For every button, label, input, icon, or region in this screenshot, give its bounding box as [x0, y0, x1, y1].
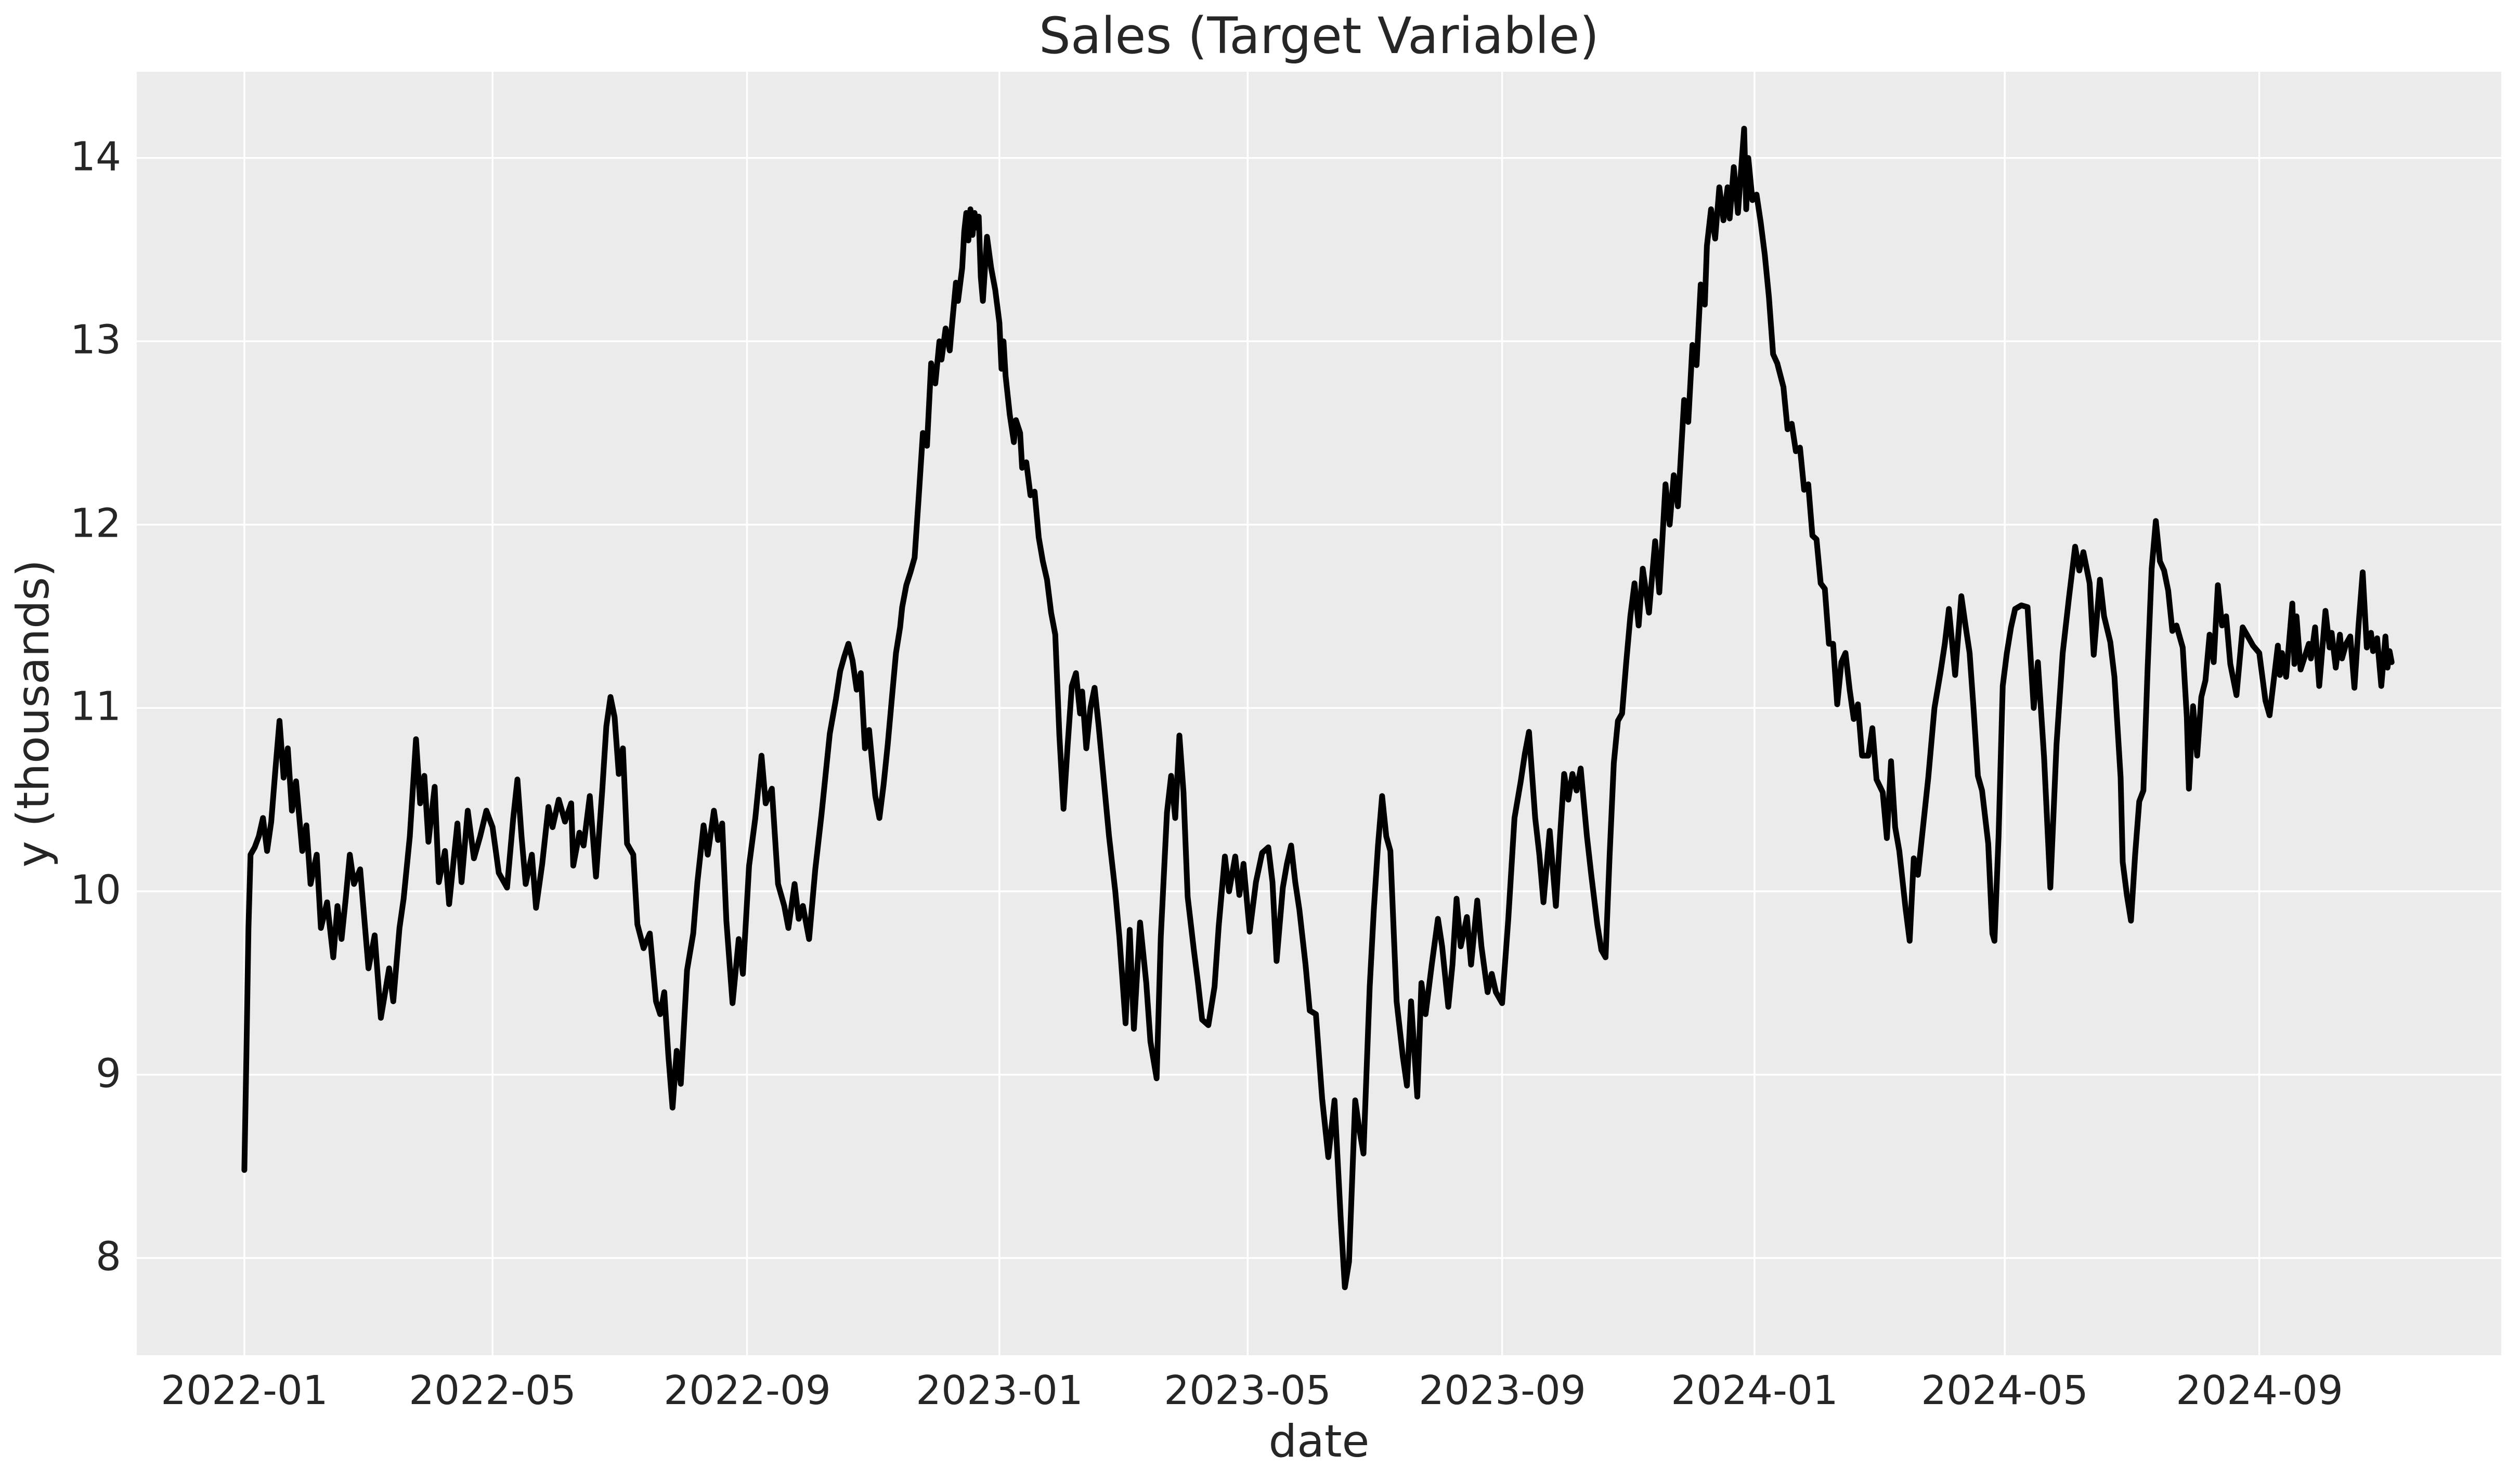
x-tick-label: 2022-09	[664, 1368, 831, 1414]
y-tick-label: 14	[70, 134, 121, 180]
plot-area	[137, 72, 2501, 1355]
x-tick-label: 2023-01	[916, 1368, 1083, 1414]
y-tick-label: 11	[70, 683, 121, 730]
x-tick-label: 2022-05	[409, 1368, 576, 1414]
x-tick-label: 2024-05	[1921, 1368, 2088, 1414]
y-tick-label: 13	[70, 317, 121, 363]
x-tick-label: 2024-09	[2176, 1368, 2343, 1414]
y-tick-label: 12	[70, 500, 121, 547]
x-tick-label: 2024-01	[1671, 1368, 1838, 1414]
x-axis-label: date	[1268, 1416, 1370, 1468]
y-tick-label: 8	[96, 1234, 121, 1280]
x-tick-label: 2023-05	[1164, 1368, 1331, 1414]
x-tick-label: 2022-01	[161, 1368, 328, 1414]
x-tick-label: 2023-09	[1419, 1368, 1586, 1414]
y-tick-label: 9	[96, 1050, 121, 1097]
y-tick-label: 10	[70, 867, 121, 914]
sales-line	[241, 125, 2395, 1290]
chart-title: Sales (Target Variable)	[1038, 7, 1600, 65]
